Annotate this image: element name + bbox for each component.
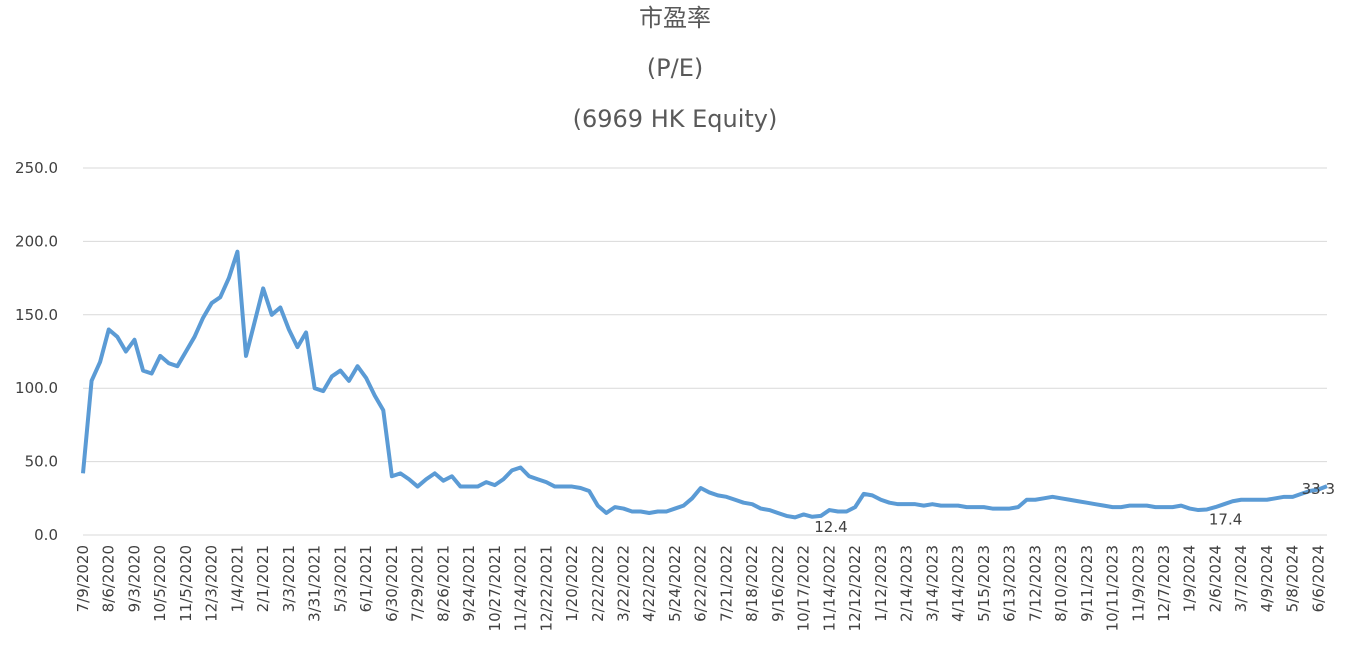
x-tick-label: 8/18/2022 bbox=[743, 545, 761, 622]
x-tick-label: 11/9/2023 bbox=[1129, 545, 1147, 622]
x-tick-label: 7/9/2020 bbox=[74, 545, 92, 612]
x-tick-label: 2/1/2021 bbox=[254, 545, 272, 612]
x-tick-label: 3/3/2021 bbox=[280, 545, 298, 612]
x-tick-label: 4/22/2022 bbox=[640, 545, 658, 622]
chart-subtitle: (6969 HK Equity) bbox=[573, 105, 778, 133]
chart-subtitle: (P/E) bbox=[647, 54, 703, 82]
x-tick-label: 11/5/2020 bbox=[177, 545, 195, 622]
x-tick-label: 2/6/2024 bbox=[1206, 545, 1224, 612]
x-tick-label: 5/3/2021 bbox=[331, 545, 349, 612]
x-tick-label: 10/5/2020 bbox=[151, 545, 169, 622]
x-tick-label: 12/3/2020 bbox=[203, 545, 221, 622]
data-label: 33.3 bbox=[1302, 480, 1335, 498]
x-tick-label: 5/8/2024 bbox=[1284, 545, 1302, 612]
line bbox=[81, 249, 1328, 520]
x-tick-label: 1/4/2021 bbox=[228, 545, 246, 612]
x-tick-label: 12/12/2022 bbox=[846, 545, 864, 631]
y-tick-label: 0.0 bbox=[34, 526, 58, 544]
chart-title: 市盈率 bbox=[639, 4, 711, 32]
x-tick-label: 5/15/2023 bbox=[975, 545, 993, 622]
x-tick-label: 11/24/2021 bbox=[512, 545, 530, 631]
x-tick-label: 3/31/2021 bbox=[306, 545, 324, 622]
x-tick-label: 6/30/2021 bbox=[383, 545, 401, 622]
y-tick-label: 150.0 bbox=[15, 306, 58, 324]
x-tick-label: 9/11/2023 bbox=[1078, 545, 1096, 622]
x-tick-label: 9/16/2022 bbox=[769, 545, 787, 622]
x-tick-label: 9/24/2021 bbox=[460, 545, 478, 622]
y-tick-label: 250.0 bbox=[15, 159, 58, 177]
data-label: 12.4 bbox=[814, 518, 847, 536]
x-tick-label: 8/26/2021 bbox=[434, 545, 452, 622]
x-tick-label: 8/6/2020 bbox=[100, 545, 118, 612]
x-tick-label: 3/14/2023 bbox=[923, 545, 941, 622]
x-tick-label: 10/17/2022 bbox=[795, 545, 813, 631]
x-tick-label: 12/22/2021 bbox=[537, 545, 555, 631]
data-label: 17.4 bbox=[1209, 510, 1242, 528]
x-tick-label: 6/1/2021 bbox=[357, 545, 375, 612]
x-tick-label: 1/20/2022 bbox=[563, 545, 581, 622]
x-tick-label: 4/9/2024 bbox=[1258, 545, 1276, 612]
x-tick-label: 11/14/2022 bbox=[820, 545, 838, 631]
x-tick-label: 9/3/2020 bbox=[125, 545, 143, 612]
y-tick-label: 50.0 bbox=[25, 453, 58, 471]
x-tick-label: 10/27/2021 bbox=[486, 545, 504, 631]
x-tick-label: 8/10/2023 bbox=[1052, 545, 1070, 622]
x-tick-label: 6/13/2023 bbox=[1001, 545, 1019, 622]
y-tick-label: 200.0 bbox=[15, 232, 58, 250]
x-tick-label: 3/22/2022 bbox=[614, 545, 632, 622]
x-tick-label: 2/14/2023 bbox=[898, 545, 916, 622]
x-tick-label: 1/9/2024 bbox=[1181, 545, 1199, 612]
x-tick-label: 6/6/2024 bbox=[1309, 545, 1327, 612]
x-tick-label: 12/7/2023 bbox=[1155, 545, 1173, 622]
x-tick-label: 1/12/2023 bbox=[872, 545, 890, 622]
x-tick-label: 2/22/2022 bbox=[589, 545, 607, 622]
x-tick-label: 10/11/2023 bbox=[1104, 545, 1122, 631]
x-tick-label: 5/24/2022 bbox=[666, 545, 684, 622]
y-tick-label: 100.0 bbox=[15, 379, 58, 397]
x-tick-label: 7/12/2023 bbox=[1026, 545, 1044, 622]
x-tick-label: 7/29/2021 bbox=[409, 545, 427, 622]
x-tick-label: 4/14/2023 bbox=[949, 545, 967, 622]
x-tick-label: 7/21/2022 bbox=[717, 545, 735, 622]
x-tick-label: 3/7/2024 bbox=[1232, 545, 1250, 612]
x-tick-label: 6/22/2022 bbox=[692, 545, 710, 622]
